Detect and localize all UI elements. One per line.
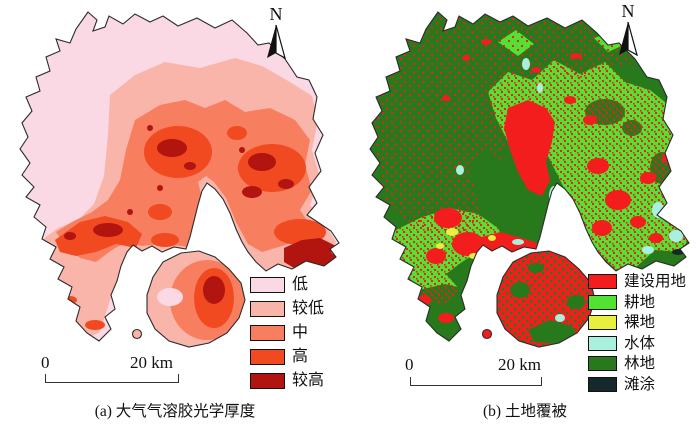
north-label: N [621,1,635,21]
legend-swatch [588,315,617,331]
scalebar-end: 20 km [130,353,173,372]
legend-label: 林地 [624,355,656,372]
scalebar-start: 0 [41,353,50,372]
scalebar-end: 20 km [498,355,541,374]
legend-item: 林地 [588,356,686,372]
legend-swatch [588,335,617,351]
scalebar-line [410,377,542,386]
north-arrow-icon [619,21,638,57]
legend-label: 耕地 [624,293,656,311]
legend-label: 裸地 [624,314,656,331]
legend-label: 高 [292,348,309,365]
aod-legend: 低较低中高较高 [250,277,324,397]
panel-aod: N 0 20 km 低较低中高较高 (a) 大气气溶胶光学厚度 [19,5,340,420]
legend-label: 滩涂 [624,375,656,393]
legend-label: 水体 [624,334,656,352]
legend-swatch [588,356,617,372]
legend-label: 建设用地 [624,273,687,290]
landcover-legend: 建设用地耕地裸地水体林地滩涂 [588,274,686,397]
legend-swatch [250,325,285,341]
legend-item: 较高 [250,373,324,389]
legend-item: 高 [250,349,324,365]
scalebar: 0 20 km [402,355,572,389]
panel-landcover: N 0 20 km 建设用地耕地裸地水体林地滩涂 (b) 土地覆被 [350,0,700,427]
legend-swatch [250,349,285,365]
scalebar-start: 0 [405,355,414,374]
legend-item: 裸地 [588,315,686,331]
legend-label: 中 [292,324,309,341]
legend-swatch [588,274,617,290]
legend-item: 水体 [588,334,686,352]
legend-swatch [250,277,285,293]
region-outline [369,11,690,348]
caption-b: (b) 土地覆被 [483,403,567,420]
scalebar-line [45,374,179,383]
north-label: N [269,4,283,24]
legend-item: 建设用地 [588,274,686,290]
legend-item: 中 [250,325,324,341]
legend-label: 低 [292,276,309,293]
aod-map [19,11,340,348]
north-arrow: N [264,5,288,61]
scalebar: 0 20 km [38,353,208,387]
legend-label: 较高 [292,372,325,389]
legend-swatch [250,373,285,389]
legend-item: 低 [250,277,324,293]
legend-swatch [588,376,617,392]
north-arrow: N [616,2,640,58]
legend-label: 较低 [292,300,325,317]
landcover-map [369,11,690,348]
legend-item: 较低 [250,301,324,317]
legend-item: 耕地 [588,293,686,311]
legend-item: 滩涂 [588,375,686,393]
legend-swatch [588,294,617,310]
caption-a: (a) 大气气溶胶光学厚度 [94,403,256,420]
north-arrow-icon [267,24,286,60]
legend-swatch [250,301,285,317]
